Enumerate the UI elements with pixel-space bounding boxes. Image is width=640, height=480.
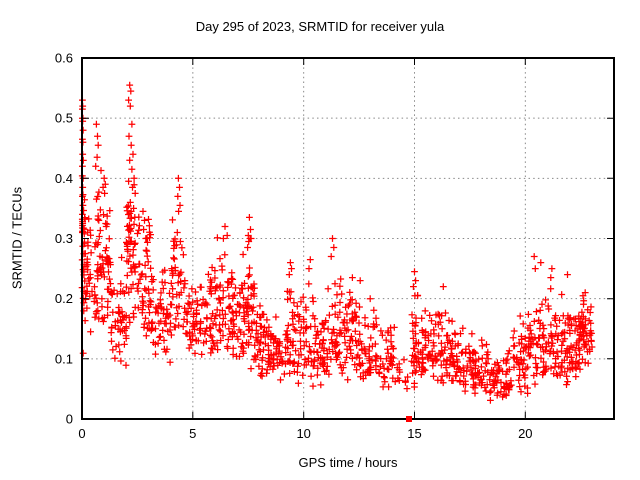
x-tick-label: 20 — [518, 426, 532, 441]
x-tick-label: 0 — [78, 426, 85, 441]
x-tick-label: 15 — [407, 426, 421, 441]
y-tick-label: 0.3 — [55, 231, 73, 246]
x-tick-label: 5 — [189, 426, 196, 441]
zero-outlier-point — [406, 416, 412, 422]
y-tick-label: 0 — [66, 412, 73, 427]
y-tick-label: 0.6 — [55, 51, 73, 66]
y-tick-label: 0.2 — [55, 291, 73, 306]
x-tick-label: 10 — [296, 426, 310, 441]
x-axis-label: GPS time / hours — [298, 455, 398, 470]
grid-lines — [82, 58, 614, 419]
chart-title: Day 295 of 2023, SRMTID for receiver yul… — [195, 19, 445, 34]
y-tick-label: 0.1 — [55, 351, 73, 366]
y-tick-label: 0.5 — [55, 111, 73, 126]
y-tick-labels: 0 0.1 0.2 0.3 0.4 0.5 0.6 — [55, 51, 73, 427]
x-tick-labels: 0 5 10 15 20 — [78, 426, 532, 441]
scatter-points — [78, 81, 596, 404]
plot-border — [81, 57, 615, 420]
y-tick-label: 0.4 — [55, 171, 73, 186]
